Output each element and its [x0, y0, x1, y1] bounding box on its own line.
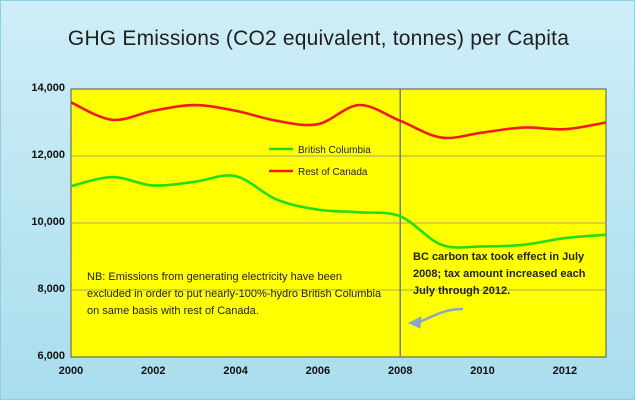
x-tick-label: 2004: [223, 365, 248, 377]
x-tick-label: 2010: [470, 365, 495, 377]
arrow-head: [407, 316, 422, 329]
y-tick-label: 10,000: [31, 216, 65, 228]
y-tick-label: 8,000: [37, 283, 65, 295]
legend-label: British Columbia: [298, 145, 371, 156]
series-group: [70, 101, 607, 249]
chart-title: GHG Emissions (CO2 equivalent, tonnes) p…: [67, 27, 570, 50]
note-text: NB: Emissions from generating electricit…: [87, 271, 382, 317]
legend: British Columbia Rest of Canada: [269, 145, 371, 178]
y-tick-label: 6,000: [37, 350, 65, 362]
y-tick-label: 12,000: [31, 149, 65, 161]
x-tick-label: 2012: [552, 365, 578, 377]
x-tick-label: 2000: [58, 365, 84, 377]
x-tick-label: 2008: [387, 365, 413, 377]
carbon-tax-annotation: BC carbon tax took effect in July 2008; …: [413, 251, 586, 297]
x-tick-label: 2002: [141, 365, 166, 377]
grid-lines: [71, 155, 606, 291]
series-line-british-columbia: [70, 174, 607, 249]
arrow-curve: [418, 307, 464, 324]
x-tick-label: 2006: [305, 365, 331, 377]
series-line-rest-of-canada: [70, 101, 607, 140]
legend-label: Rest of Canada: [298, 167, 368, 178]
annotation-arrow: [407, 307, 464, 329]
y-tick-label: 14,000: [31, 82, 65, 94]
